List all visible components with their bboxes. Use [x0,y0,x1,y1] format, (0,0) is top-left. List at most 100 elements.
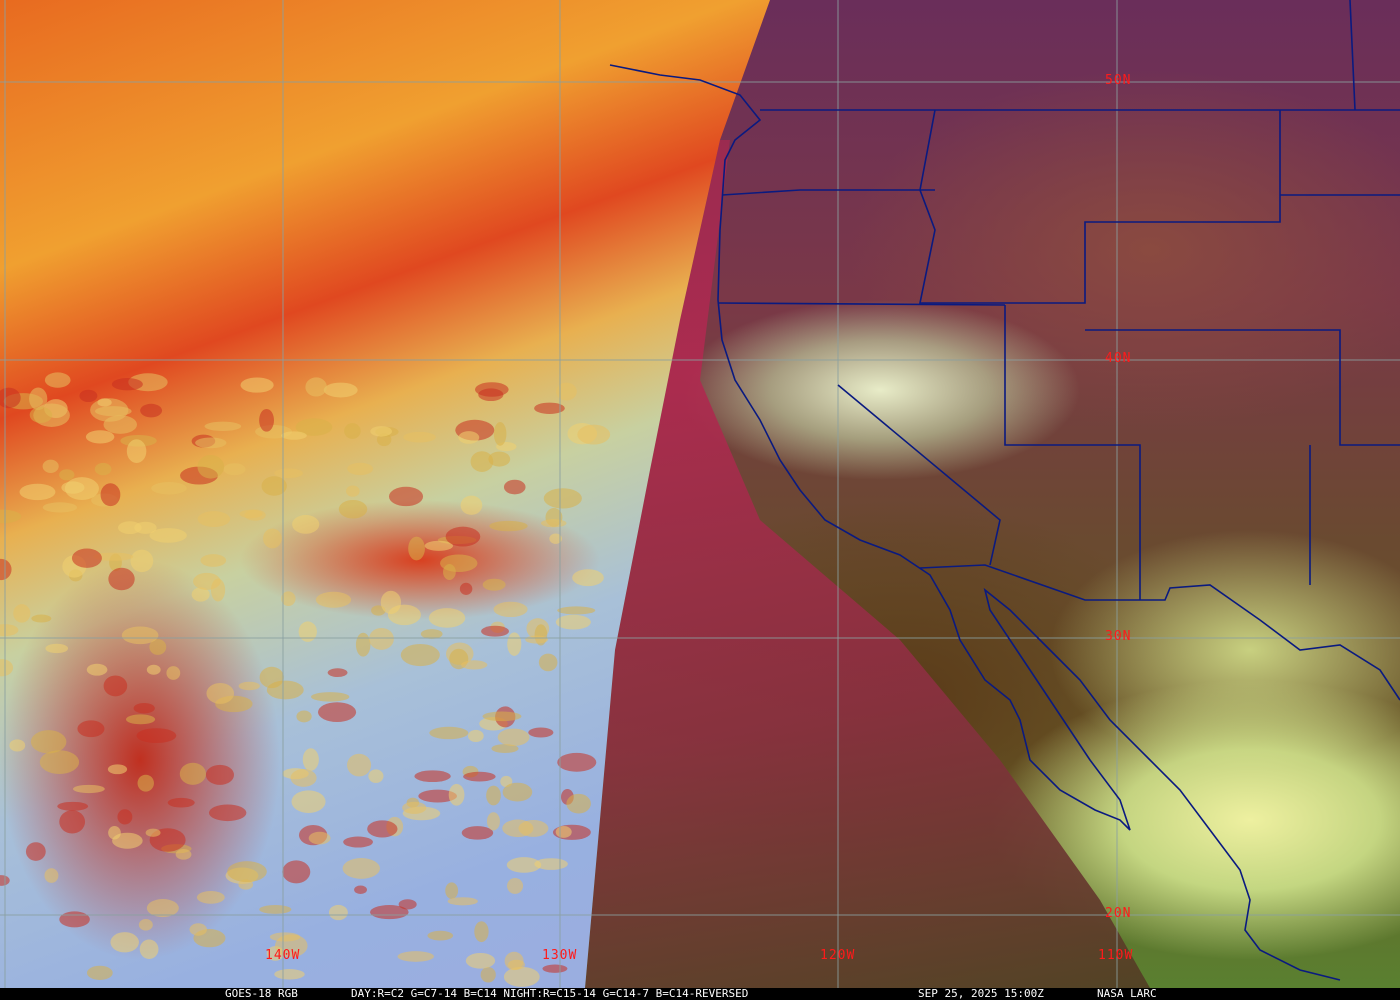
lon-label-140w: 140W [265,948,301,963]
cloud-patch [488,451,511,467]
cloud-patch [577,424,611,445]
cloud-patch [189,923,207,936]
cloud-patch [244,509,266,521]
cloud-patch [465,952,496,969]
caption-product: GOES-18 RGB [225,987,298,1000]
cloud-patch [266,680,304,700]
cloud-patch [298,621,317,642]
cloud-patch [491,744,519,753]
cloud-patch [13,604,31,623]
cloud-patch [103,675,128,697]
idaho-border [919,109,1281,304]
cloud-patch [208,804,247,822]
cloud-patch [370,905,409,920]
lon-label-130w: 130W [542,948,578,963]
cloud-patch [29,387,48,411]
cloud-patch [139,939,159,960]
cloud-patch [126,439,147,464]
cloud-patch [354,885,367,895]
cloud-patch [507,877,524,894]
cloud-patch [64,477,99,500]
cloud-patch [482,578,506,591]
cloud-patch [30,730,67,754]
cloud-patch [368,627,394,650]
cloud-patch [149,528,187,543]
cloud-patch [397,951,434,962]
cloud-patch [195,437,227,449]
canada-province-border [1349,0,1356,111]
cloud-patch [408,536,425,561]
cloud-patch [302,748,319,771]
cloud-patch [59,810,86,834]
cloud-patch [493,421,507,446]
cloud-patch [94,462,112,476]
cloud-patch [528,727,554,738]
cloud-patch [414,770,451,783]
cloud-patch [111,378,143,391]
cloud-patch [459,582,473,595]
cloud-patch [86,663,108,676]
cloud-patch [94,406,132,417]
cloud-patch [292,514,320,534]
cloud-patch [31,614,52,623]
cloud-patch [197,511,231,527]
cloud-patch [44,868,59,883]
nevada-california-border [837,384,1001,566]
cloud-patch [461,826,494,840]
cloud-patch [327,668,348,678]
cloud-patch [555,614,591,630]
cloud-patch [0,509,22,524]
cloud-patch [549,533,563,544]
cloud-patch [151,481,187,495]
cloud-patch [263,528,282,549]
cloud-patch [474,382,509,397]
cloud-patch [282,860,311,884]
cloud-patch [470,451,494,472]
cloud-patch [112,832,143,849]
cloud-patch [86,965,113,980]
cloud-patch [343,836,373,848]
cloud-patch [295,418,333,436]
cloud-patch [121,626,159,645]
cloud-patch [525,635,549,644]
cloud-patch [504,951,524,971]
lon-label-110w: 110W [1098,948,1134,963]
cloud-patch [447,897,478,906]
cloud-patch [117,521,142,535]
cloud-patch [534,858,568,870]
cloud-patch [371,605,386,616]
cloud-patch [338,499,368,519]
cloud-patch [166,666,181,680]
cloud-patch [310,692,350,702]
cloud-patch [77,720,105,738]
cloud-patch [355,632,371,657]
cloud-patch [502,782,533,802]
cloud-patch [146,899,179,918]
cloud-patch [0,624,19,637]
cloud-patch [97,398,112,407]
cloud-patch [137,774,154,792]
cloud-patch [145,828,161,837]
lat-label-30n: 30N [1105,629,1132,644]
cloud-patch [238,879,254,890]
oregon-california-border [717,302,1006,306]
cloud-patch [19,483,56,501]
cloud-patch [443,563,456,580]
cloud-patch [481,625,509,637]
cloud-patch [197,455,225,479]
cloud-patch [506,857,542,873]
cloud-patch [315,591,352,608]
cloud-patch [259,408,274,432]
cloud-patch [196,891,225,904]
cloud-patch [44,372,71,388]
cloud-patch [429,726,469,740]
cloud-patch [400,643,440,667]
cloud-patch [367,820,398,838]
cloud-patch [543,488,582,509]
cloud-patch [534,402,565,414]
cloud-patch [291,790,326,813]
cloud-patch [342,858,380,879]
cloud-patch [107,764,128,775]
cloud-patch [29,406,53,423]
